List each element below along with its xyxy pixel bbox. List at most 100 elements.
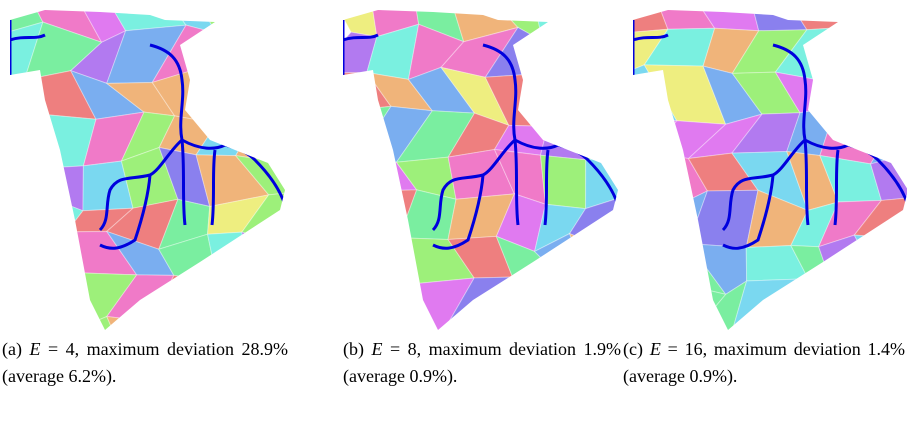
caption-label: (c) [623, 339, 643, 359]
caption-c: (c) E = 16, maximum deviation 1.4% (aver… [623, 336, 905, 390]
region [244, 72, 297, 115]
region [354, 284, 416, 335]
region [623, 117, 677, 157]
caption-variable: E [371, 339, 382, 359]
region [731, 332, 801, 335]
map-c [623, 0, 907, 335]
region [245, 0, 294, 43]
region [290, 26, 300, 77]
region [819, 235, 884, 290]
region [107, 317, 185, 335]
caption-label: (b) [343, 339, 364, 359]
region [242, 232, 300, 289]
region [623, 0, 668, 33]
region [236, 110, 297, 163]
region [902, 233, 907, 290]
figure: (a) E = 4, maximum deviation 28.9% (aver… [0, 0, 907, 432]
region [586, 109, 627, 160]
caption-label: (a) [2, 339, 22, 359]
region [623, 319, 682, 335]
region [859, 0, 907, 33]
region [814, 63, 894, 125]
region [284, 0, 300, 43]
region [788, 279, 834, 332]
region [190, 323, 267, 335]
regions [333, 0, 633, 335]
caption-text: = 4, maximum deviation 28.9% (average 6.… [2, 339, 288, 386]
region [0, 276, 56, 329]
region [858, 63, 907, 125]
region [333, 290, 375, 335]
region [285, 324, 300, 335]
caption-a: (a) E = 4, maximum deviation 28.9% (aver… [2, 336, 288, 390]
region [568, 279, 628, 335]
region [541, 318, 583, 335]
region [151, 322, 218, 335]
region [290, 68, 300, 110]
region [896, 75, 907, 117]
region [875, 316, 907, 335]
region [660, 321, 715, 335]
region [539, 24, 603, 78]
region [279, 239, 300, 294]
caption-text: = 16, maximum deviation 1.4% (average 0.… [623, 339, 905, 386]
region [65, 317, 133, 335]
region [570, 234, 628, 284]
map-b [333, 0, 633, 335]
region [244, 27, 294, 77]
caption-variable: E [650, 339, 661, 359]
map-a [0, 0, 300, 335]
region [285, 289, 300, 335]
region [832, 321, 878, 335]
region [27, 323, 101, 335]
region [491, 316, 544, 335]
region [40, 166, 84, 211]
region [0, 249, 56, 279]
region [623, 282, 673, 329]
region [333, 324, 389, 335]
region [416, 328, 463, 335]
region [0, 70, 40, 114]
region [333, 0, 377, 37]
region [832, 290, 883, 331]
regions [623, 0, 907, 335]
region [199, 68, 259, 123]
region [358, 238, 415, 290]
region [623, 233, 673, 286]
region [333, 191, 376, 241]
region [875, 278, 907, 321]
region [623, 153, 679, 205]
region [288, 163, 300, 204]
region [0, 197, 52, 250]
regions [0, 0, 300, 335]
region [858, 21, 907, 81]
region [241, 289, 300, 335]
region [199, 27, 263, 72]
region [788, 331, 843, 335]
region [333, 149, 376, 206]
region [572, 79, 626, 120]
region [26, 232, 85, 276]
region [820, 107, 894, 164]
region [0, 323, 54, 335]
region [354, 328, 429, 335]
region [0, 107, 40, 168]
region [623, 195, 679, 253]
region [539, 74, 598, 127]
region [190, 282, 250, 328]
region [543, 275, 587, 322]
region [871, 107, 907, 164]
caption-variable: E [29, 339, 40, 359]
region [0, 164, 52, 199]
region [208, 232, 250, 289]
region [333, 106, 391, 160]
region [333, 240, 375, 294]
caption-text: = 8, maximum deviation 1.9% (average 0.9… [343, 339, 621, 386]
region [854, 235, 907, 290]
caption-b: (b) E = 8, maximum deviation 1.9% (avera… [343, 336, 621, 390]
region [896, 31, 907, 82]
region [27, 273, 85, 334]
region [241, 323, 300, 335]
region [530, 0, 603, 41]
region [288, 108, 300, 168]
